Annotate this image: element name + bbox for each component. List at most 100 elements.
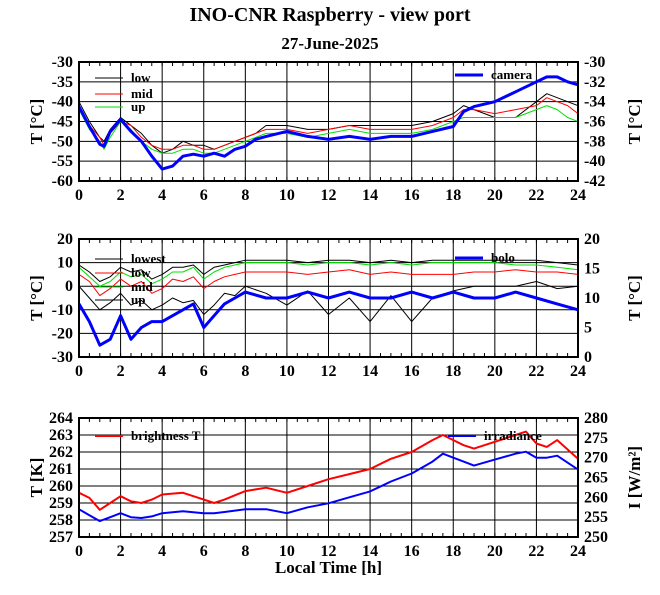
y-axis-label: T [°C] xyxy=(27,99,46,145)
x-tick-label: 12 xyxy=(321,187,337,204)
chart-title: INO-CNR Raspberry - view port xyxy=(189,4,470,26)
y-tick-label: -10 xyxy=(52,302,73,319)
x-tick-label: 4 xyxy=(158,543,166,560)
x-tick-label: 0 xyxy=(75,187,83,204)
x-tick-label: 16 xyxy=(404,187,420,204)
x-tick-label: 22 xyxy=(528,543,544,560)
x-tick-label: 6 xyxy=(200,187,208,204)
y-tick-label: 0 xyxy=(65,278,73,295)
legend-label-up: up xyxy=(131,292,145,307)
y-tick-label: 263 xyxy=(49,427,73,444)
y-tick-label: -30 xyxy=(52,54,73,71)
x-tick-label: 14 xyxy=(362,363,378,380)
y-right-tick-label: -34 xyxy=(584,94,605,111)
x-tick-label: 18 xyxy=(445,363,461,380)
y-axis-label: T [°C] xyxy=(27,275,46,321)
legend-label-lowest: lowest xyxy=(131,251,166,266)
y-tick-label: -40 xyxy=(52,94,73,111)
x-tick-label: 0 xyxy=(75,543,83,560)
y-tick-label: -30 xyxy=(52,349,73,366)
x-tick-label: 20 xyxy=(487,363,503,380)
panel-camera-temperature: 0 2 4 6 8 10 12 14 16 18 20 22 24-60-55-50-45-40-35-… xyxy=(27,54,644,204)
x-tick-label: 4 xyxy=(158,187,166,204)
y-tick-label: 10 xyxy=(57,255,73,272)
y-right-tick-label: 255 xyxy=(584,509,608,526)
y-right-axis-label: T [°C] xyxy=(625,99,644,145)
legend-label-low: low xyxy=(131,70,151,85)
series-line-irradiance xyxy=(79,450,578,523)
x-tick-label: 14 xyxy=(362,187,378,204)
legend-label-bolo: bolo xyxy=(491,250,515,265)
y-tick-label: -20 xyxy=(52,325,73,342)
y-tick-label: 264 xyxy=(49,410,73,427)
legend-label-mid: mid xyxy=(131,86,153,101)
panel-brightness-irradiance: 0 2 4 6 8 10 12 14 16 18 20 22 242572582592602612622… xyxy=(27,410,644,577)
x-tick-label: 10 xyxy=(279,543,295,560)
panel-bolometer-temperature: 0 2 4 6 8 10 12 14 16 18 20 22 24-30-20-100102005101… xyxy=(27,231,644,380)
x-tick-label: 8 xyxy=(241,187,249,204)
y-right-tick-label: 0 xyxy=(584,349,592,366)
x-tick-label: 20 xyxy=(487,187,503,204)
y-right-tick-label: -42 xyxy=(584,173,605,190)
y-tick-label: 258 xyxy=(49,512,73,529)
y-right-tick-label: 270 xyxy=(584,450,608,467)
series-line-mid xyxy=(79,97,578,150)
y-tick-label: -35 xyxy=(52,74,73,91)
y-right-tick-label: -36 xyxy=(584,114,605,131)
y-tick-label: 20 xyxy=(57,231,73,248)
x-tick-label: 24 xyxy=(570,543,586,560)
legend-label-up: up xyxy=(131,99,145,114)
y-right-axis-label: T [°C] xyxy=(625,275,644,321)
x-tick-label: 24 xyxy=(570,187,586,204)
x-tick-label: 22 xyxy=(528,187,544,204)
x-tick-label: 16 xyxy=(404,363,420,380)
y-tick-label: 259 xyxy=(49,495,73,512)
y-tick-label: 257 xyxy=(49,529,73,546)
y-right-tick-label: 250 xyxy=(584,529,608,546)
y-right-tick-label: 15 xyxy=(584,261,600,278)
x-tick-label: 18 xyxy=(445,187,461,204)
x-tick-label: 12 xyxy=(321,543,337,560)
y-right-tick-label: 275 xyxy=(584,430,608,447)
y-tick-label: 261 xyxy=(49,461,73,478)
x-tick-label: 8 xyxy=(241,363,249,380)
x-tick-label: 6 xyxy=(200,543,208,560)
y-right-tick-label: 280 xyxy=(584,410,608,427)
x-tick-label: 18 xyxy=(445,543,461,560)
series-line-brightness-t xyxy=(79,430,578,511)
legend-label-mid: mid xyxy=(131,279,153,294)
legend-label-low: low xyxy=(131,265,151,280)
y-right-tick-label: -40 xyxy=(584,153,605,170)
x-tick-label: 2 xyxy=(117,187,125,204)
x-tick-label: 6 xyxy=(200,363,208,380)
chart-subtitle: 27-June-2025 xyxy=(281,34,378,53)
y-tick-label: 260 xyxy=(49,478,73,495)
x-tick-label: 22 xyxy=(528,363,544,380)
y-axis-label: T [K] xyxy=(27,458,46,498)
y-right-tick-label: -32 xyxy=(584,74,605,91)
x-tick-label: 8 xyxy=(241,543,249,560)
x-tick-label: 10 xyxy=(279,187,295,204)
y-tick-label: -55 xyxy=(52,153,73,170)
x-tick-label: 2 xyxy=(117,543,125,560)
series-line-mid xyxy=(79,262,578,287)
y-right-axis-label: I [W/m²] xyxy=(625,446,644,509)
y-right-tick-label: 10 xyxy=(584,290,600,307)
x-tick-label: 10 xyxy=(279,363,295,380)
series-line-camera xyxy=(79,75,578,171)
x-tick-label: 14 xyxy=(362,543,378,560)
series-line-up xyxy=(79,259,578,282)
x-tick-label: 4 xyxy=(158,363,166,380)
y-right-tick-label: 265 xyxy=(584,470,608,487)
y-right-tick-label: 5 xyxy=(584,320,592,337)
y-tick-label: -60 xyxy=(52,173,73,190)
series-line-low xyxy=(79,269,578,297)
x-tick-label: 12 xyxy=(321,363,337,380)
y-tick-label: 262 xyxy=(49,444,73,461)
y-right-tick-label: -38 xyxy=(584,133,605,150)
y-right-tick-label: -30 xyxy=(584,54,605,71)
x-tick-label: 24 xyxy=(570,363,586,380)
y-right-tick-label: 260 xyxy=(584,489,608,506)
y-tick-label: -45 xyxy=(52,114,73,131)
